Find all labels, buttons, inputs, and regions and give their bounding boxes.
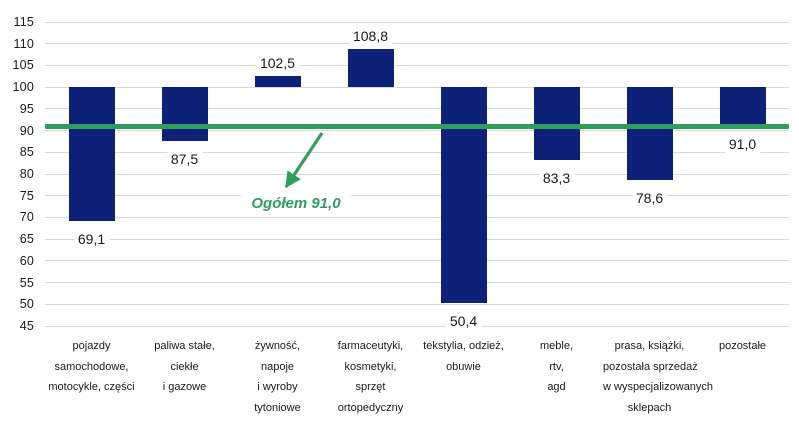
y-tick-label: 70 <box>19 210 34 225</box>
category-label: żywność, napoje i wyroby tytoniowe <box>231 336 324 418</box>
plot-area: Ogółem 91,0 69,1 87,5 102,5 108,8 50,4 83,3 78… <box>45 21 789 330</box>
value-label: 87,5 <box>166 151 203 169</box>
y-tick-label: 45 <box>19 319 34 333</box>
bar <box>440 87 487 303</box>
gridline <box>45 195 789 197</box>
y-tick-label: 80 <box>19 167 34 181</box>
gridline <box>45 282 789 284</box>
category-label-line: ortopedyczny <box>337 401 404 414</box>
y-tick-label: 105 <box>12 58 34 73</box>
category-label-line: sprzęt <box>355 381 386 393</box>
category-label-line: w wyspecjalizowanych <box>603 381 714 393</box>
category-label-line: ciekłe <box>170 360 199 373</box>
category-label-line: kosmetyki, <box>344 360 397 373</box>
gridline <box>45 325 789 327</box>
gridline <box>45 130 789 132</box>
value-label: 83,3 <box>538 169 575 187</box>
category-label-line: motocykle, części <box>48 381 135 393</box>
category-label-line: tytoniowe <box>254 401 301 414</box>
category-label-line: paliwa stałe, <box>154 340 215 352</box>
reference-label: Ogółem 91,0 <box>241 195 351 212</box>
category-label-line: napoje <box>260 360 295 373</box>
gridline <box>45 108 789 110</box>
category-label-line: pozostała sprzedaż <box>603 360 698 373</box>
category-label-line: pozostałe <box>718 340 767 352</box>
value-label: 108,8 <box>348 27 393 45</box>
category-label-line: samochodowe, <box>54 360 129 373</box>
y-tick-label: 75 <box>19 188 34 203</box>
y-tick-label: 110 <box>13 36 34 51</box>
category-label-line: pojazdy <box>72 340 111 352</box>
gridline <box>45 238 789 240</box>
category-label: pozostałe <box>696 336 789 357</box>
bar <box>347 48 394 88</box>
bar <box>68 87 115 222</box>
category-label-line: prasa, książki, <box>614 340 685 352</box>
category-label-line: rtv, <box>549 360 564 373</box>
category-label-line: farmaceutyki, <box>337 340 404 352</box>
category-label-line: sklepach <box>627 401 672 414</box>
arrow-shaft <box>284 132 324 189</box>
category-label-line: żywność, <box>254 340 301 352</box>
value-label: 50,4 <box>445 312 482 330</box>
category-label: paliwa stałe, ciekłe i gazowe <box>138 336 231 398</box>
category-label-line: tekstylia, odzież, <box>423 340 504 352</box>
category-label-line: agd <box>547 381 566 393</box>
value-label: 91,0 <box>724 136 761 154</box>
category-label-line: i wyroby <box>257 381 298 393</box>
gridline <box>45 86 789 88</box>
category-label-line: i gazowe <box>162 381 207 393</box>
y-tick-label: 95 <box>19 101 34 116</box>
gridline <box>45 173 789 175</box>
category-label: tekstylia, odzież, obuwie <box>417 336 510 377</box>
bar <box>161 87 208 142</box>
gridline <box>45 43 789 45</box>
category-label: pojazdy samochodowe, motocykle, części <box>45 336 138 398</box>
y-axis: 115 110 105 100 95 90 85 80 75 70 65 60 55 50 45 <box>0 15 38 333</box>
bar <box>719 87 766 127</box>
y-tick-label: 55 <box>19 275 34 290</box>
category-label-line: meble, <box>539 340 574 352</box>
y-tick-label: 115 <box>13 15 34 29</box>
gridline <box>45 260 789 262</box>
y-tick-label: 65 <box>19 232 34 247</box>
gridline <box>45 151 789 153</box>
gridline <box>45 216 789 218</box>
category-label: farmaceutyki, kosmetyki, sprzęt ortopedyczn… <box>324 336 417 418</box>
y-tick-label: 100 <box>12 80 34 95</box>
y-tick-label: 85 <box>19 145 34 160</box>
gridline <box>45 303 789 305</box>
gridline <box>45 21 789 23</box>
y-tick-label: 50 <box>19 297 34 312</box>
y-tick-label: 60 <box>19 253 34 268</box>
value-label: 78,6 <box>631 190 668 208</box>
value-label: 102,5 <box>255 55 300 73</box>
bar <box>254 76 301 88</box>
value-label: 69,1 <box>73 231 110 249</box>
bar <box>626 87 673 181</box>
x-axis: pojazdy samochodowe, motocykle, części pali… <box>45 336 789 426</box>
gridline <box>45 64 789 66</box>
category-label-line: obuwie <box>446 360 481 373</box>
category-label: meble, rtv, agd <box>510 336 603 398</box>
bar <box>533 87 580 160</box>
reference-line <box>45 123 789 129</box>
y-tick-label: 90 <box>19 123 34 138</box>
category-label: prasa, książki, pozostała sprzedaż w wyspe… <box>603 336 714 418</box>
